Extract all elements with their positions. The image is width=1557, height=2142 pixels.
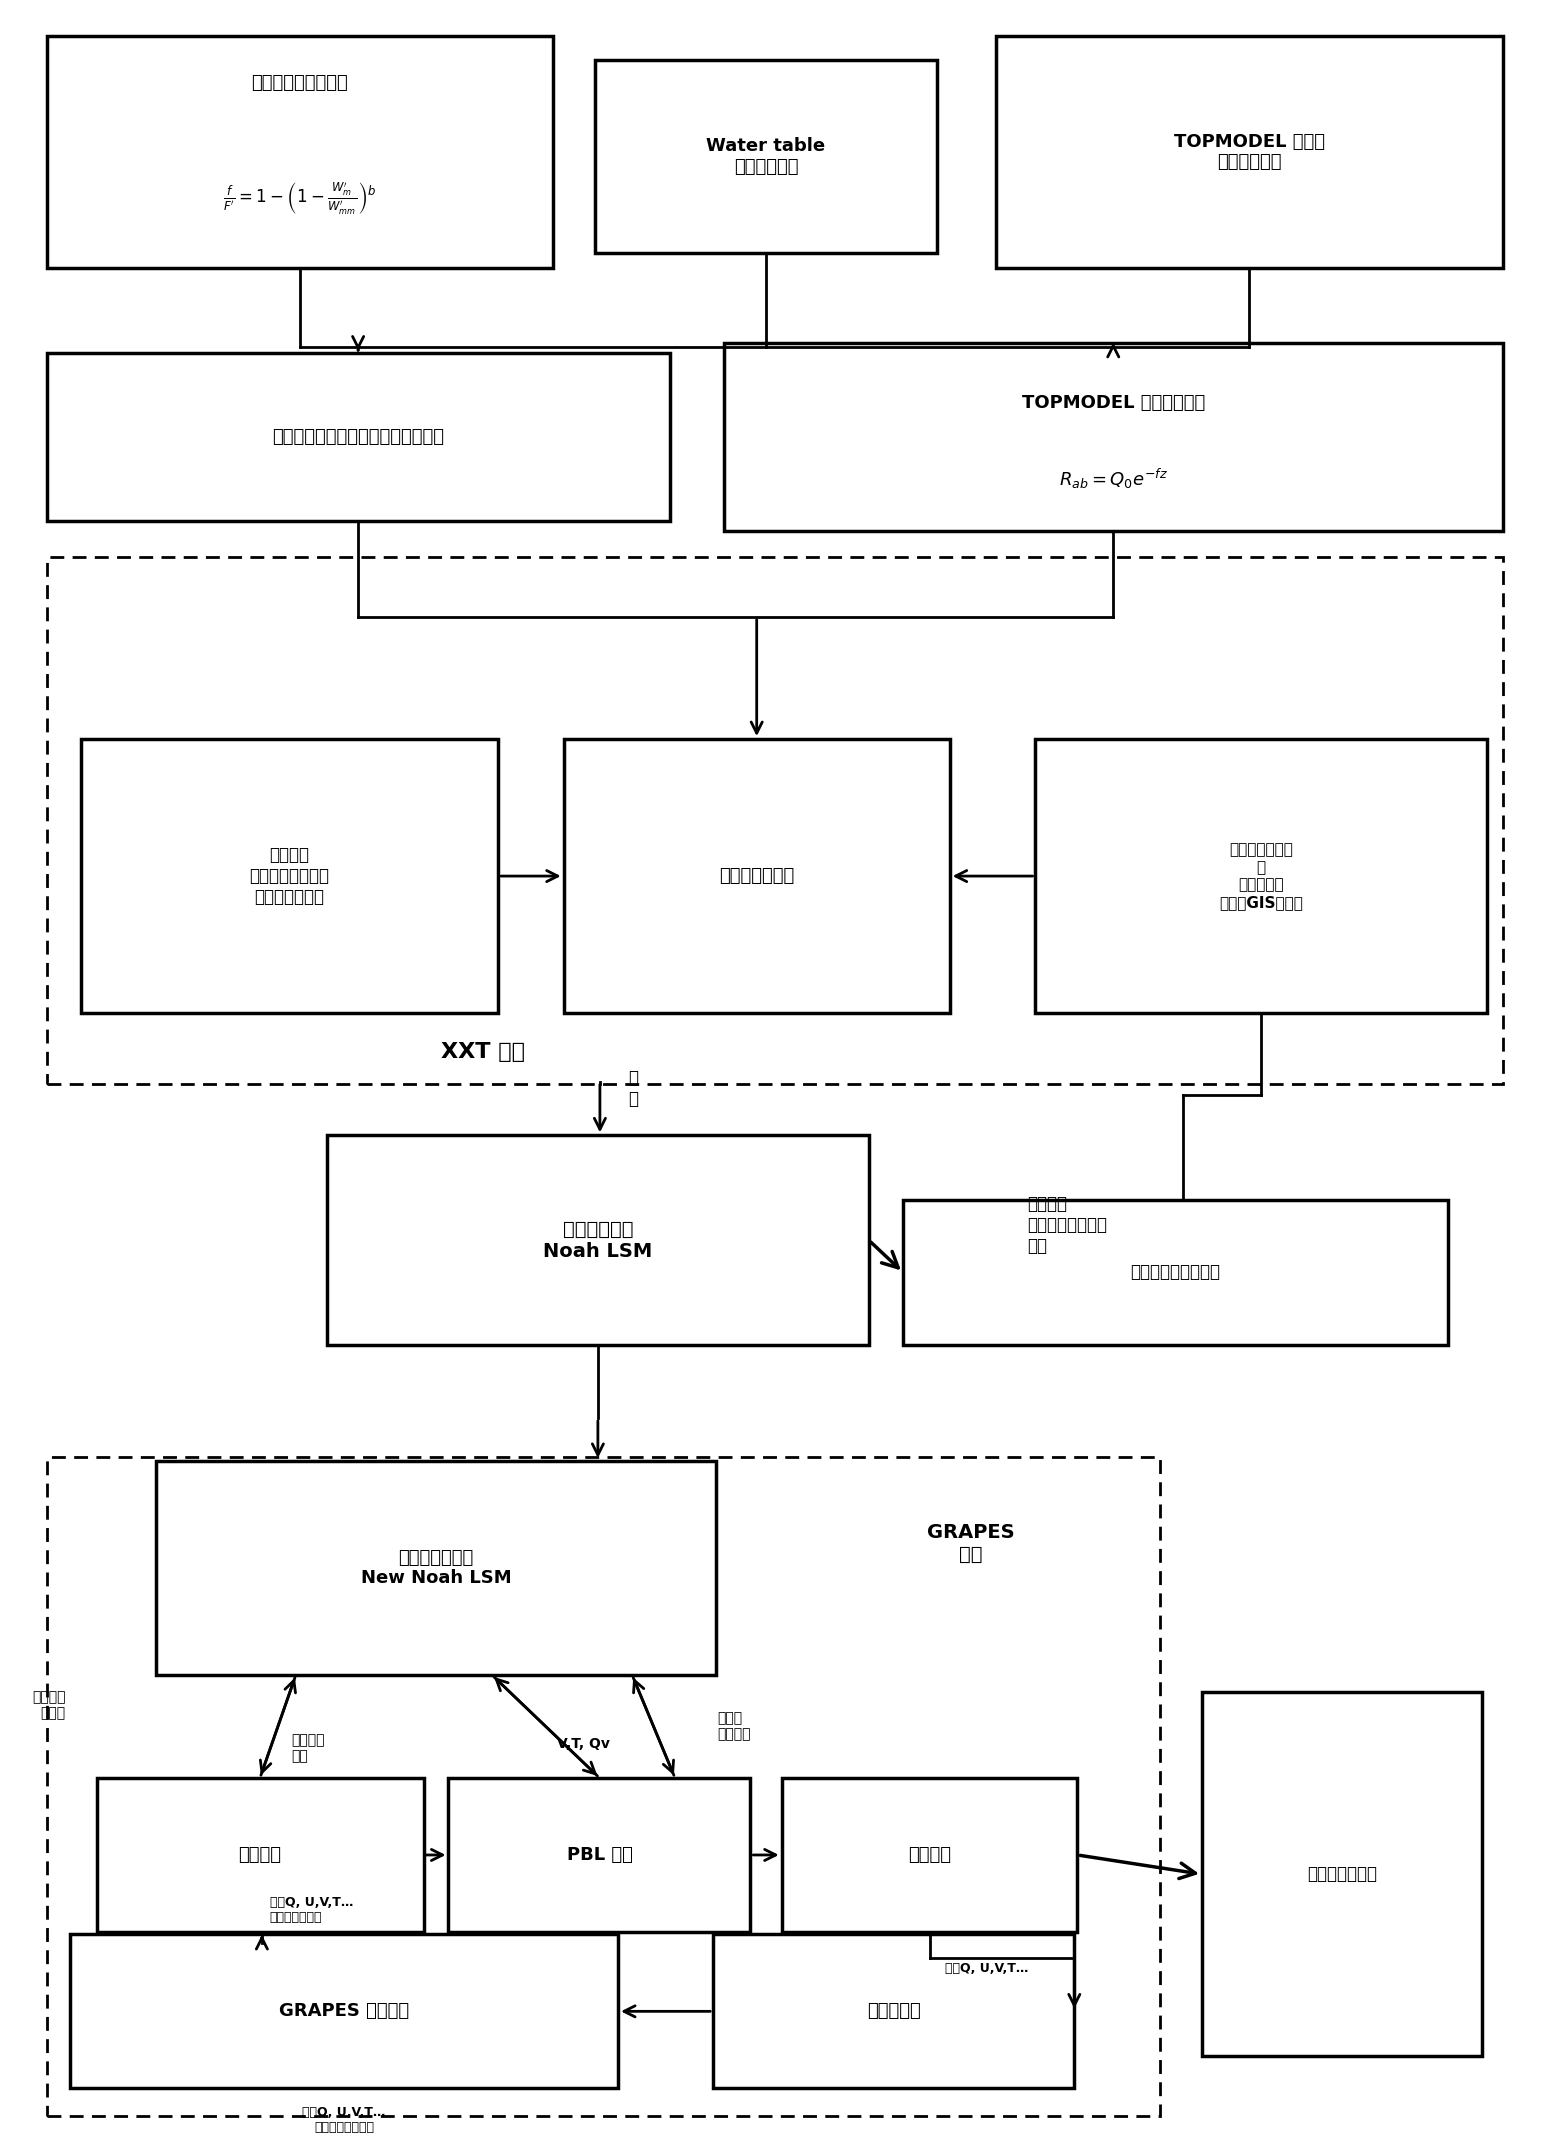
Text: 汇流模块
（等流时线汇流和
马斯京根汇流）: 汇流模块 （等流时线汇流和 马斯京根汇流） xyxy=(249,846,330,906)
Bar xyxy=(724,343,1503,531)
Text: $R_{ab}=Q_0e^{-fz}$: $R_{ab}=Q_0e^{-fz}$ xyxy=(1059,467,1168,491)
Bar xyxy=(47,353,670,521)
Text: XXT 模型: XXT 模型 xyxy=(441,1043,525,1062)
Text: Water table
（地下水位）: Water table （地下水位） xyxy=(707,137,825,176)
Text: $\frac{f}{F'}=1-\left(1-\frac{W_m'}{W_{mm}'}\right)^b$: $\frac{f}{F'}=1-\left(1-\frac{W_m'}{W_{m… xyxy=(223,180,377,216)
Text: GRAPES 动力框架: GRAPES 动力框架 xyxy=(279,2003,409,2020)
Text: 中尺度在线测试: 中尺度在线测试 xyxy=(1308,1866,1376,1883)
Text: 耦
合: 耦 合 xyxy=(627,1069,638,1107)
Bar xyxy=(564,739,950,1013)
Bar xyxy=(595,60,937,253)
Bar xyxy=(903,1200,1448,1345)
Text: TOPMODEL 简单的
模型框架结构: TOPMODEL 简单的 模型框架结构 xyxy=(1174,133,1325,171)
Text: 微物理过程: 微物理过程 xyxy=(867,2003,920,2020)
Text: 率定验证
（不同流域不同尺
度）: 率定验证 （不同流域不同尺 度） xyxy=(1028,1195,1107,1255)
Bar xyxy=(996,36,1503,268)
Text: GRAPES
模式: GRAPES 模式 xyxy=(926,1523,1015,1564)
Text: V,T, Qv: V,T, Qv xyxy=(557,1737,610,1752)
Bar xyxy=(70,1934,618,2088)
Text: 陆面过程模型
Noah LSM: 陆面过程模型 Noah LSM xyxy=(543,1219,652,1262)
Bar xyxy=(448,1778,750,1932)
Text: 积云对流: 积云对流 xyxy=(908,1846,951,1864)
Text: PBL 方案: PBL 方案 xyxy=(567,1846,632,1864)
Text: 小流域单点离线验证: 小流域单点离线验证 xyxy=(1130,1264,1221,1281)
Text: 更新Q, U,V,T…: 更新Q, U,V,T… xyxy=(945,1962,1029,1975)
Bar xyxy=(81,739,498,1013)
Bar xyxy=(47,1457,1160,2116)
Text: 更新Q, U,V,T…
插值到同一格点: 更新Q, U,V,T… 插值到同一格点 xyxy=(269,1896,353,1924)
Text: 新安江蓄水容量曲线: 新安江蓄水容量曲线 xyxy=(251,73,349,92)
Bar xyxy=(97,1778,424,1932)
Bar xyxy=(47,36,553,268)
Text: 基于蓄水容量曲线的新地表产流方案: 基于蓄水容量曲线的新地表产流方案 xyxy=(272,428,444,446)
Text: 新陆面过程模型
New Noah LSM: 新陆面过程模型 New Noah LSM xyxy=(361,1549,511,1587)
Bar xyxy=(1035,739,1487,1013)
Text: 新模型产流方案: 新模型产流方案 xyxy=(719,868,794,885)
Bar xyxy=(1202,1692,1482,2056)
Bar xyxy=(713,1934,1074,2088)
Bar xyxy=(156,1461,716,1675)
Text: 潜热及
感热通量: 潜热及 感热通量 xyxy=(718,1711,752,1741)
Text: TOPMODEL 地下径流方案: TOPMODEL 地下径流方案 xyxy=(1021,394,1205,411)
Text: 更新Q, U,V,T…
插值到模式网格点: 更新Q, U,V,T… 插值到模式网格点 xyxy=(302,2106,386,2133)
Bar xyxy=(782,1778,1077,1932)
Text: 向下长波
及短波: 向下长波 及短波 xyxy=(31,1690,65,1720)
Bar xyxy=(327,1135,869,1345)
Text: 地面辐射
反射: 地面辐射 反射 xyxy=(291,1733,325,1763)
Text: 土壤湿度空间分
布
可视化模块
（基于GIS技术）: 土壤湿度空间分 布 可视化模块 （基于GIS技术） xyxy=(1219,842,1303,910)
Text: 辐射方案: 辐射方案 xyxy=(238,1846,282,1864)
Bar xyxy=(47,557,1503,1084)
